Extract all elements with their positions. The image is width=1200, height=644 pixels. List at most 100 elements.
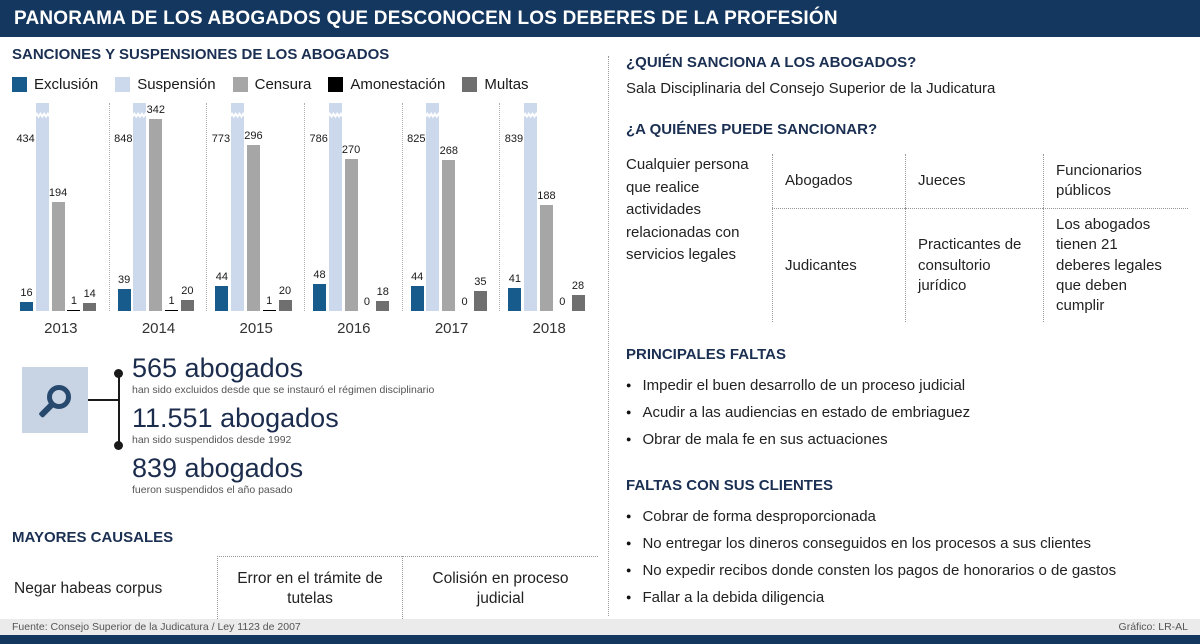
causal-cell: Negar habeas corpus: [14, 579, 163, 597]
list-item: Impedir el buen desarrollo de un proceso…: [626, 372, 1188, 399]
stat-item: 11.551 abogados han sido suspendidos des…: [132, 403, 598, 446]
bars-area: 48 786 270 0 18: [305, 103, 403, 311]
legend-swatch-censura: [232, 77, 248, 92]
bar-exclusión: [508, 288, 522, 311]
faltas-title: PRINCIPALES FALTAS: [626, 346, 787, 364]
right-column: ¿QUIÉN SANCIONA A LOS ABOGADOS? Sala Dis…: [626, 54, 1188, 611]
bar-value-label: 786: [309, 133, 328, 145]
bar-value-label: 20: [278, 285, 292, 297]
bar-value-label: 0: [363, 296, 370, 308]
bar-chart: 16 434 194 1 14 2013 39 848 342 1 20 2014 44 773 296 1 2…: [12, 103, 598, 337]
bars-area: 41 839 188 0 28: [500, 103, 598, 311]
year-group: 44 825 268 0 35 2017: [403, 103, 501, 337]
list-item-text: Cobrar de forma desproporcionada: [642, 508, 876, 526]
bar-multas: [571, 295, 585, 311]
bar-value-label: 41: [508, 273, 521, 285]
stat-item: 565 abogados han sido excluidos desde qu…: [132, 353, 598, 396]
connector-dot: [114, 441, 123, 450]
bar-value-label: 14: [83, 288, 96, 300]
bar-value-label: 848: [114, 133, 133, 145]
legend-item-censura: Censura: [232, 76, 311, 93]
legend-item-multas: Multas: [462, 76, 529, 93]
axis-break: [230, 112, 246, 119]
clientes-title: FALTAS CON SUS CLIENTES: [626, 477, 833, 495]
bar-multas: [376, 301, 390, 311]
legend-swatch-exclusion: [12, 77, 27, 92]
bar-amonestación: [262, 310, 276, 311]
bar-value-label: 28: [571, 280, 585, 292]
column-divider: [608, 56, 609, 616]
year-group: 48 786 270 0 18 2016: [305, 103, 403, 337]
stat-desc: fueron suspendidos el año pasado: [132, 484, 293, 496]
bar-value-label: 839: [504, 133, 524, 145]
list-item: No entregar los dineros conseguidos en l…: [626, 530, 1188, 557]
quienes-section: ¿A QUIÉNES PUEDE SANCIONAR? Cualquier pe…: [626, 121, 1188, 323]
list-item-text: Obrar de mala fe en sus actuaciones: [642, 431, 888, 449]
bar-value-label: 44: [411, 271, 424, 283]
bar-multas: [180, 300, 194, 311]
bar-exclusión: [20, 302, 33, 311]
bar-exclusión: [410, 286, 424, 311]
quienes-title: ¿A QUIÉNES PUEDE SANCIONAR?: [626, 121, 878, 138]
bar-value-label: 434: [16, 133, 35, 145]
bar-value-label: 48: [313, 269, 326, 281]
bar-multas: [278, 300, 292, 311]
list-item-text: No expedir recibos donde consten los pag…: [642, 562, 1117, 580]
legend-label: Amonestación: [350, 76, 446, 93]
bar-suspensión: [523, 103, 539, 311]
causales-section: MAYORES CAUSALES Negar habeas corpus Err…: [12, 529, 598, 622]
connector-dot: [114, 369, 123, 378]
year-label: 2014: [141, 320, 176, 337]
year-group: 44 773 296 1 20 2015: [207, 103, 306, 337]
left-column: SANCIONES Y SUSPENSIONES DE LOS ABOGADOS…: [12, 46, 598, 622]
bar-suspensión: [327, 103, 343, 311]
year-group: 16 434 194 1 14 2013: [12, 103, 110, 337]
bar-value-label: 1: [168, 295, 175, 307]
chart-legend: Exclusión Suspensión Censura Amonestació…: [12, 76, 598, 93]
year-label: 2017: [434, 320, 469, 337]
list-item-text: Acudir a las audiencias en estado de emb…: [642, 404, 971, 422]
bar-censura: [246, 145, 260, 311]
year-label: 2018: [532, 320, 566, 337]
year-label: 2016: [337, 320, 371, 337]
faltas-section: PRINCIPALES FALTAS Impedir el buen desar…: [626, 346, 1188, 453]
list-item: No expedir recibos donde consten los pag…: [626, 557, 1188, 584]
list-item-text: Impedir el buen desarrollo de un proceso…: [642, 377, 966, 395]
bar-exclusión: [215, 286, 229, 311]
bar-value-label: 20: [181, 285, 194, 297]
magnifier-icon: [22, 367, 88, 433]
quienes-cell: Jueces: [905, 154, 1043, 208]
footer-source: Fuente: Consejo Superior de la Judicatur…: [12, 621, 301, 633]
stat-item: 839 abogados fueron suspendidos el año p…: [132, 453, 598, 496]
quienes-cell: Judicantes: [772, 208, 905, 323]
clientes-list: Cobrar de forma desproporcionada No entr…: [626, 503, 1188, 611]
connector-line-h: [88, 399, 118, 401]
connector-line-v: [118, 373, 120, 445]
legend-swatch-amonestacion: [328, 77, 344, 92]
bar-value-label: 1: [266, 295, 273, 307]
legend-swatch-suspension: [115, 77, 131, 92]
footer-strip: Fuente: Consejo Superior de la Judicatur…: [0, 619, 1200, 635]
bar-censura: [51, 202, 65, 311]
bar-value-label: 270: [341, 144, 361, 156]
bar-multas: [83, 303, 97, 311]
sanciona-text: Sala Disciplinaria del Consejo Superior …: [626, 80, 996, 97]
bar-value-label: 16: [20, 287, 33, 299]
bar-value-label: 1: [70, 295, 77, 307]
bars-area: 44 773 296 1 20: [207, 103, 306, 311]
quienes-cell: Funcionarios públicos: [1043, 154, 1188, 208]
bar-value-label: 35: [474, 276, 487, 288]
axis-break: [34, 112, 50, 119]
legend-item-exclusion: Exclusión: [12, 76, 98, 93]
list-item: Obrar de mala fe en sus actuaciones: [626, 426, 1188, 453]
causal-cell: Error en el trámite de tutelas: [217, 556, 402, 622]
bar-value-label: 194: [48, 187, 68, 199]
list-item-text: No entregar los dineros conseguidos en l…: [642, 535, 1092, 553]
year-group: 39 848 342 1 20 2014: [110, 103, 208, 337]
year-label: 2013: [44, 320, 78, 337]
bar-value-label: 188: [537, 190, 556, 202]
bar-suspensión: [132, 103, 148, 311]
footer-bar: [0, 635, 1200, 644]
bar-censura: [149, 119, 163, 311]
bar-exclusión: [117, 289, 131, 311]
